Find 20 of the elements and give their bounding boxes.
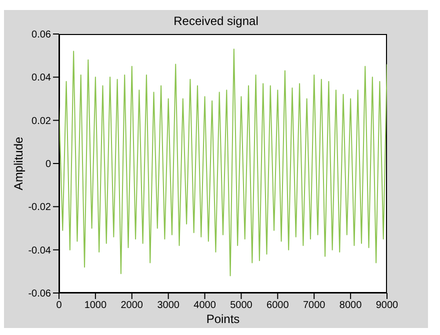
chart-title: Received signal: [172, 14, 260, 28]
x-axis-title: Points: [206, 312, 240, 326]
y-tick-label: 0.02: [32, 116, 52, 127]
x-tick-label: 2000: [120, 300, 144, 312]
x-tick-label: 7000: [302, 300, 326, 312]
y-tick-label: 0: [45, 159, 52, 170]
x-tick-label: 0: [56, 300, 62, 312]
x-tick-label: 9000: [376, 300, 399, 312]
y-axis-title: Amplitude: [11, 136, 26, 190]
y-tick-label: 0.04: [32, 72, 52, 84]
y-tick-label: -0.04: [28, 245, 52, 256]
x-tick-label: 5000: [230, 300, 253, 312]
x-tick-label: 1000: [84, 300, 108, 312]
y-tick-label: -0.02: [28, 202, 52, 214]
y-tick-label: 0.06: [32, 30, 52, 41]
y-tick-label: -0.06: [28, 288, 52, 300]
x-tick-label: 6000: [266, 300, 290, 312]
x-tick-label: 3000: [157, 300, 180, 312]
x-tick-label: 8000: [339, 300, 362, 312]
x-tick-label: 4000: [194, 300, 216, 312]
